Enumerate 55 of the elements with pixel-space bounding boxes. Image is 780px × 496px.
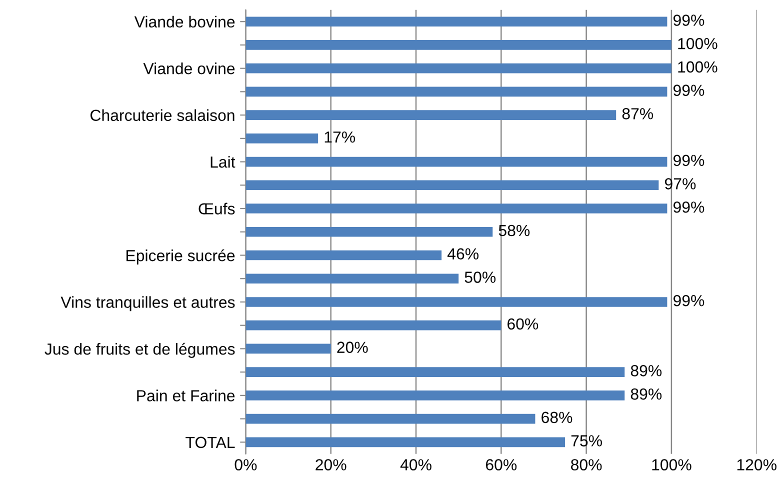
x-tick-label: 80% (571, 459, 602, 470)
y-tick-label: Lait (210, 156, 236, 168)
y-tick-label: Charcuterie salaison (90, 109, 234, 122)
y-tick-label: Vins tranquilles et autres (60, 296, 235, 312)
data-label: 89% (630, 388, 662, 400)
bar (246, 320, 502, 330)
bar (246, 180, 659, 190)
bar (246, 156, 668, 167)
data-label: 17% (324, 131, 356, 143)
x-tick-label: 40% (400, 459, 432, 470)
data-label: 87% (622, 108, 654, 120)
x-tick-label: 60% (486, 459, 517, 470)
y-tick-label: Viande ovine (143, 62, 235, 74)
bar (246, 110, 616, 120)
y-tick-label: Epicerie sucrée (126, 249, 235, 264)
bar (246, 204, 668, 214)
bar (246, 250, 442, 260)
y-tick-label: TOTAL (186, 436, 235, 448)
x-tick-label: 120% (737, 459, 776, 470)
bar (246, 344, 331, 354)
y-tick-label: Pain et Farine (137, 390, 235, 402)
bar (246, 226, 493, 237)
bar (246, 367, 625, 377)
bar (246, 297, 668, 307)
bar (246, 274, 459, 284)
bar (246, 63, 672, 74)
data-label: 99% (673, 84, 704, 96)
y-tick-label: Œufs (198, 202, 235, 214)
bar (246, 86, 668, 97)
data-label: 46% (447, 248, 478, 260)
bar (246, 40, 672, 50)
x-tick-label: 20% (316, 459, 346, 470)
data-label: 99% (673, 294, 704, 306)
bar (246, 414, 536, 424)
data-label: 58% (498, 224, 530, 236)
data-label: 60% (508, 318, 538, 330)
data-label: 75% (571, 435, 602, 446)
data-label: 99% (673, 14, 704, 26)
y-tick-label: Viande bovine (134, 16, 235, 28)
data-label: 20% (337, 342, 368, 353)
bar (246, 134, 318, 144)
x-tick-label: 100% (652, 459, 692, 470)
bar (246, 437, 566, 448)
data-label: 100% (678, 38, 718, 50)
data-label: 68% (542, 412, 572, 424)
bar (246, 390, 625, 400)
x-tick-label: 0% (234, 459, 257, 470)
data-label: 50% (464, 272, 496, 283)
data-label: 99% (673, 154, 704, 166)
data-label: 89% (630, 365, 662, 376)
data-label: 99% (673, 201, 704, 213)
data-label: 100% (678, 61, 718, 73)
data-label: 97% (664, 178, 696, 190)
y-tick-label: Jus de fruits et de légumes (44, 342, 235, 358)
bar (246, 16, 668, 27)
